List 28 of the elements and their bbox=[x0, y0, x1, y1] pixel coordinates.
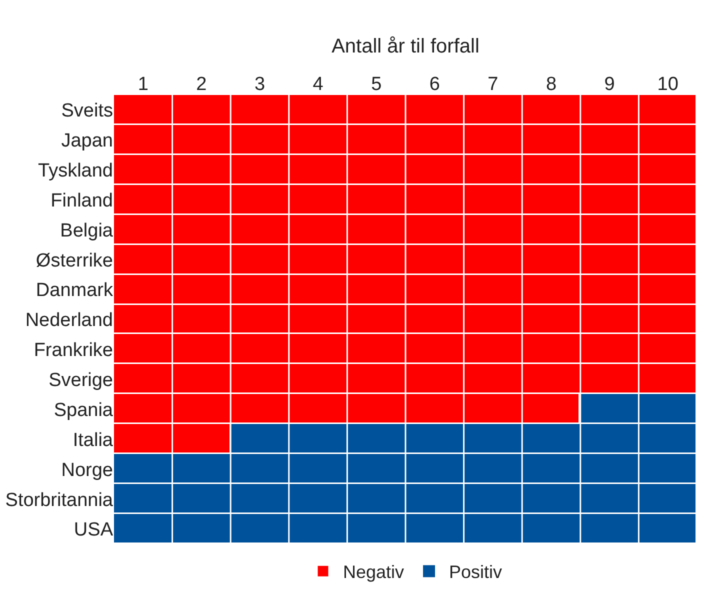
y-tick-label: Norge bbox=[61, 460, 113, 481]
legend-label: Negativ bbox=[343, 562, 404, 582]
y-tick-label: Tyskland bbox=[38, 160, 113, 182]
x-tick-label: 3 bbox=[254, 74, 266, 96]
y-tick-label: Italia bbox=[72, 430, 114, 451]
x-tick-label: 5 bbox=[371, 74, 382, 96]
x-axis-title: Antall år til forfall bbox=[332, 36, 480, 58]
y-tick-label: Spania bbox=[54, 400, 114, 421]
y-tick-label: Belgia bbox=[60, 220, 114, 242]
x-tick-label: 8 bbox=[546, 74, 557, 96]
x-tick-label: 2 bbox=[196, 74, 207, 96]
y-tick-label: Danmark bbox=[36, 280, 114, 302]
y-tick-label: Storbritannia bbox=[5, 490, 114, 511]
x-tick-label: 4 bbox=[312, 74, 324, 96]
y-tick-label: Frankrike bbox=[34, 340, 113, 362]
x-tick-label: 1 bbox=[138, 74, 148, 96]
y-tick-label: Sverige bbox=[48, 370, 113, 392]
x-tick-label: 7 bbox=[488, 74, 498, 96]
x-tick-label: 9 bbox=[604, 74, 615, 96]
y-tick-label: USA bbox=[74, 520, 114, 541]
y-tick-label: Østerrike bbox=[36, 250, 113, 272]
y-tick-label: Japan bbox=[61, 130, 113, 152]
legend-label: Positiv bbox=[449, 562, 502, 582]
y-tick-label: Finland bbox=[50, 190, 113, 212]
y-tick-label: Sveits bbox=[61, 100, 113, 122]
y-tick-label: Nederland bbox=[25, 310, 113, 332]
x-tick-label: 10 bbox=[657, 74, 678, 96]
x-tick-label: 6 bbox=[429, 74, 440, 96]
